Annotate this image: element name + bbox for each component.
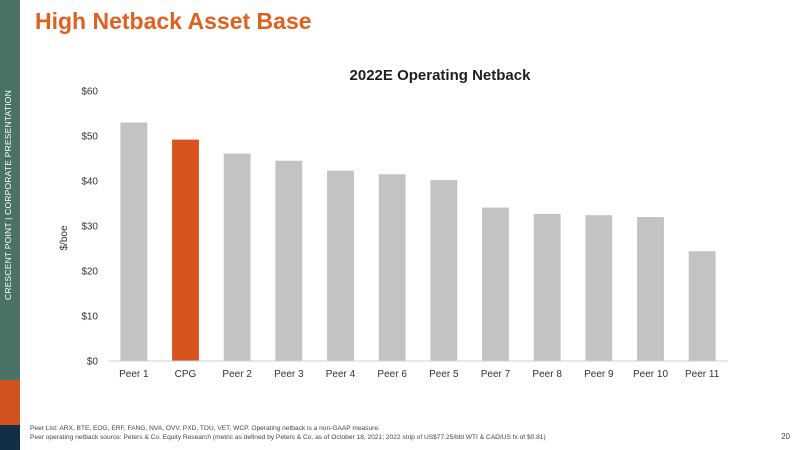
footnotes: Peer List: ARX, BTE, EOG, ERF, FANG, NVA… [30, 424, 750, 442]
x-tick-label: Peer 3 [274, 369, 304, 380]
side-bar-label: CRESCENT POINT | CORPORATE PRESENTATION [3, 90, 13, 300]
x-tick-label: Peer 8 [532, 369, 562, 380]
x-tick-label: Peer 2 [222, 369, 252, 380]
side-bar-navy-band [0, 425, 20, 450]
x-tick-label: Peer 11 [685, 369, 720, 380]
page-title: High Netback Asset Base [35, 8, 312, 34]
page-number: 20 [781, 432, 790, 441]
bar [637, 217, 664, 361]
bar [533, 213, 561, 361]
side-bar: CRESCENT POINT | CORPORATE PRESENTATION [0, 0, 20, 450]
side-bar-orange-band [0, 380, 20, 425]
x-tick-label: Peer 5 [429, 369, 459, 380]
bar [378, 174, 406, 361]
operating-netback-chart: 2022E Operating Netback $/boe $0 $10 $20 $30 $… [59, 67, 728, 380]
y-tick-label: $0 [87, 357, 99, 368]
x-tick-label: Peer 1 [119, 369, 149, 380]
x-tick-label: CPG [175, 369, 197, 380]
bar [482, 207, 509, 361]
y-tick-label: $60 [81, 87, 98, 98]
bar [223, 153, 251, 361]
bar [172, 139, 199, 361]
x-tick-label: Peer 9 [584, 369, 614, 380]
x-tick-label: Peer 6 [377, 369, 407, 380]
x-tick-label: Peer 7 [481, 369, 511, 380]
y-tick-label: $50 [81, 132, 98, 143]
y-tick-label: $20 [81, 267, 98, 278]
side-bar-teal-band [0, 0, 20, 380]
bar [585, 215, 613, 361]
y-tick-label: $30 [81, 222, 98, 233]
bar [120, 122, 148, 361]
footnote-source: Peer operating netback source: Peters & … [30, 434, 546, 441]
bar [275, 160, 303, 361]
y-tick-label: $40 [81, 177, 98, 188]
x-tick-label: Peer 10 [633, 369, 668, 380]
x-tick-label: Peer 4 [326, 369, 356, 380]
bar [688, 251, 716, 361]
chart-title: 2022E Operating Netback [350, 67, 532, 84]
y-tick-label: $10 [81, 312, 98, 323]
y-axis-label: $/boe [59, 225, 70, 250]
bar [430, 180, 458, 361]
bar [327, 170, 354, 361]
footnote-peer-list: Peer List: ARX, BTE, EOG, ERF, FANG, NVA… [30, 425, 380, 432]
